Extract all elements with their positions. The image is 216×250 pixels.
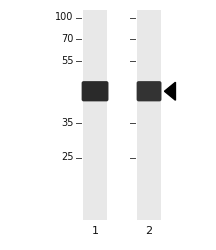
Bar	[137, 10, 161, 220]
Text: 35: 35	[61, 118, 74, 128]
Bar	[83, 10, 108, 220]
Text: 1: 1	[92, 226, 98, 236]
FancyBboxPatch shape	[82, 81, 108, 102]
FancyBboxPatch shape	[137, 81, 161, 102]
Text: 70: 70	[61, 34, 74, 44]
Text: 2: 2	[146, 226, 152, 236]
Text: 55: 55	[61, 56, 74, 66]
Polygon shape	[164, 82, 175, 100]
Text: 25: 25	[61, 152, 74, 162]
Text: 100: 100	[55, 12, 74, 22]
